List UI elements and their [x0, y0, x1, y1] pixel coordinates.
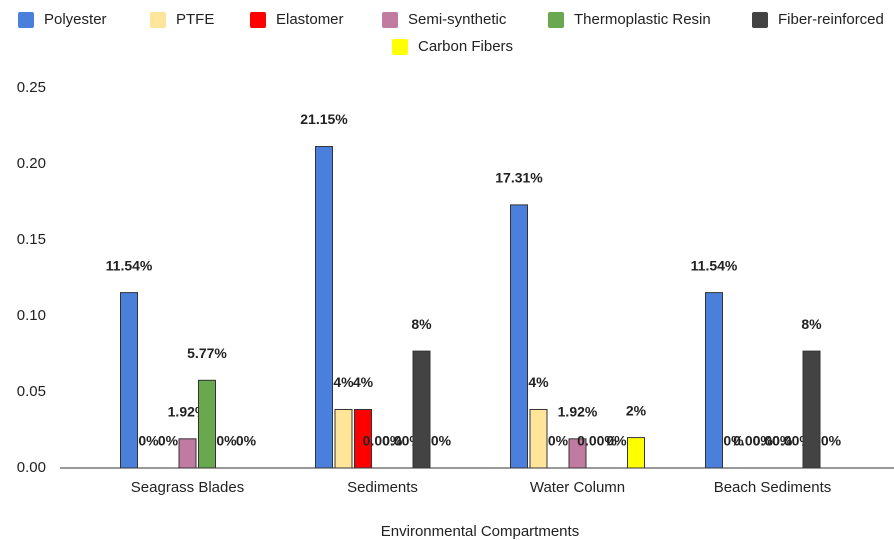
bar — [510, 204, 528, 469]
bar — [412, 350, 431, 469]
bar — [705, 292, 723, 469]
data-label: 4% — [333, 374, 354, 390]
data-label: 11.54% — [691, 257, 738, 273]
bar — [354, 408, 372, 469]
x-tick-label: Water Column — [530, 479, 625, 496]
data-label: 0% — [138, 433, 159, 449]
legend-swatch — [250, 12, 266, 28]
data-label: 0.00% — [733, 433, 773, 449]
y-tick-label: 0.00 — [17, 459, 46, 476]
bar — [198, 379, 216, 469]
data-label: 4% — [353, 374, 374, 390]
data-label: 1.92% — [558, 404, 598, 420]
data-label: 11.54% — [106, 257, 153, 273]
data-label: 4% — [528, 374, 549, 390]
legend-label: Thermoplastic Resin — [574, 11, 711, 28]
data-label: 0.00% — [577, 433, 617, 449]
legend-swatch — [548, 12, 564, 28]
bar — [315, 146, 333, 469]
y-tick-label: 0.25 — [17, 79, 46, 96]
x-tick-label: Seagrass Blades — [131, 479, 244, 496]
bar — [178, 438, 197, 469]
y-tick-label: 0.20 — [17, 155, 46, 172]
x-tick-label: Sediments — [347, 479, 418, 496]
data-label: 2% — [626, 402, 647, 418]
legend-swatch — [382, 12, 398, 28]
data-label: 0.00% — [753, 433, 793, 449]
data-label: 0% — [606, 433, 627, 449]
data-label: 0.00% — [382, 433, 422, 449]
data-label: 0.00% — [772, 433, 812, 449]
data-label: 0% — [216, 433, 237, 449]
y-tick-label: 0.05 — [17, 383, 46, 400]
data-label: 0% — [431, 433, 452, 449]
legend-swatch — [392, 39, 408, 55]
data-label: 17.31% — [495, 170, 543, 186]
data-label: 0% — [158, 433, 179, 449]
legend-swatch — [150, 12, 166, 28]
legend-swatch — [752, 12, 768, 28]
legend-label: PTFE — [176, 11, 214, 28]
x-tick-label: Beach Sediments — [714, 479, 832, 496]
bar — [334, 408, 353, 469]
y-tick-label: 0.10 — [17, 307, 46, 324]
bar — [529, 408, 548, 469]
bar — [627, 437, 645, 469]
data-label: 0% — [821, 433, 842, 449]
legend-label: Semi-synthetic — [408, 11, 507, 28]
data-label: 0% — [723, 433, 744, 449]
legend-swatch — [18, 12, 34, 28]
data-label: 5.77% — [187, 345, 227, 361]
data-label: 1.92% — [168, 404, 208, 420]
data-label: 0% — [548, 433, 569, 449]
bar — [802, 350, 821, 469]
bar — [120, 292, 138, 469]
legend-label: Elastomer — [276, 11, 344, 28]
data-label: 8% — [801, 316, 822, 332]
legend-label: Fiber-reinforced — [778, 11, 884, 28]
x-axis-title: Environmental Compartments — [381, 523, 579, 540]
legend-label: Polyester — [44, 11, 107, 28]
bar — [568, 438, 587, 469]
legend-label: Carbon Fibers — [418, 38, 513, 55]
y-tick-label: 0.15 — [17, 231, 46, 248]
data-label: 8% — [411, 316, 432, 332]
data-label: 0.00% — [363, 433, 403, 449]
data-label: 21.15% — [300, 111, 348, 127]
data-label: 0% — [236, 433, 257, 449]
